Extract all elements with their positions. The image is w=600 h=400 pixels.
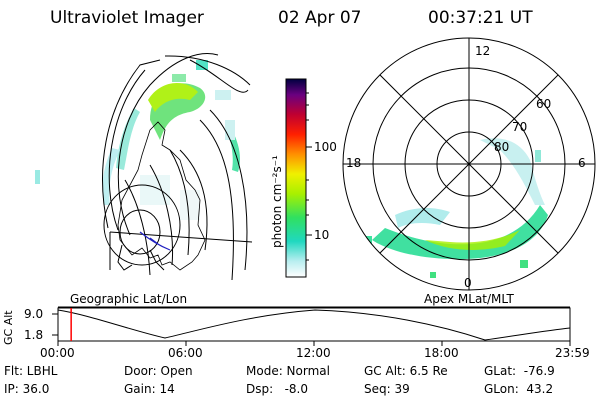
alt-tick-low: 1.8 xyxy=(24,328,44,342)
mlat-label-60: 60 xyxy=(536,97,552,111)
mode-info: Mode: Normal xyxy=(246,364,330,378)
glat-info: GLat: -76.9 xyxy=(484,364,555,378)
right-panel-title: Apex MLat/MLT xyxy=(424,292,514,306)
mlt-label-18: 18 xyxy=(346,156,362,170)
time-tick-0000: 00:00 xyxy=(40,346,75,360)
glon-info: GLon: 43.2 xyxy=(484,382,554,396)
time-tick-1800: 18:00 xyxy=(424,346,459,360)
filter-info: Flt: LBHL xyxy=(4,364,58,378)
geographic-map xyxy=(35,53,253,281)
alt-tick-high: 9.0 xyxy=(24,307,44,321)
door-info: Door: Open xyxy=(124,364,193,378)
colorbar-label: photon cm⁻²s⁻¹ xyxy=(270,155,284,248)
mlt-label-6: 6 xyxy=(578,156,586,170)
time-tick-2359: 23:59 xyxy=(555,346,590,360)
left-panel-title: Geographic Lat/Lon xyxy=(70,292,188,306)
colorbar xyxy=(285,78,312,278)
dsp-info: Dsp: -8.0 xyxy=(246,382,309,396)
mlat-label-80: 80 xyxy=(494,140,510,154)
time-tick-1200: 12:00 xyxy=(296,346,331,360)
polar-plot xyxy=(342,37,596,291)
mlat-label-70: 70 xyxy=(512,120,528,134)
mlt-label-0: 0 xyxy=(464,276,472,290)
seq-info: Seq: 39 xyxy=(364,382,410,396)
colorbar-tick-100: 100 xyxy=(314,140,337,154)
image-time: 00:37:21 UT xyxy=(428,8,533,28)
timeline-ylabel: GC Alt xyxy=(2,310,15,345)
image-date: 02 Apr 07 xyxy=(278,8,362,28)
instrument-title: Ultraviolet Imager xyxy=(50,8,204,28)
ip-info: IP: 36.0 xyxy=(4,382,50,396)
mlt-label-12: 12 xyxy=(475,44,491,58)
gc-alt-info: GC Alt: 6.5 Re xyxy=(364,364,448,378)
gain-info: Gain: 14 xyxy=(124,382,175,396)
time-tick-0600: 06:00 xyxy=(168,346,203,360)
colorbar-tick-10: 10 xyxy=(314,228,330,242)
altitude-timeline xyxy=(52,306,571,346)
